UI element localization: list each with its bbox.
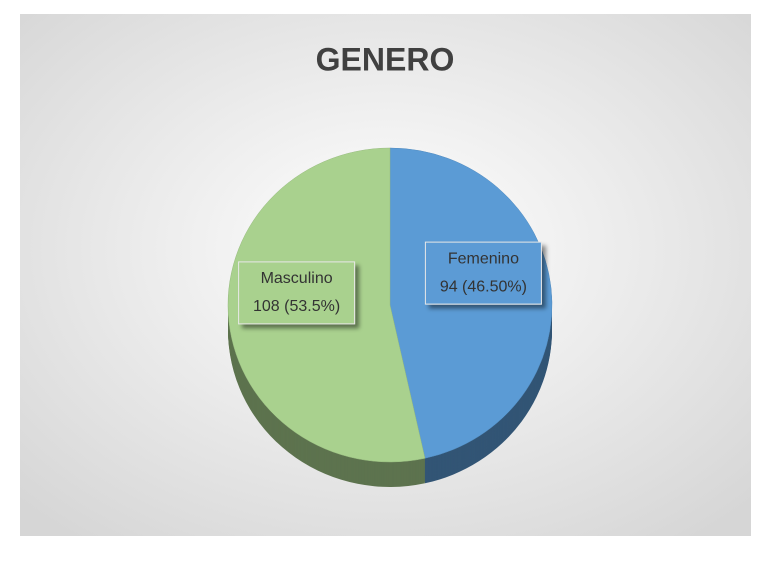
data-label-value: 108 (53.5%) xyxy=(253,298,340,315)
data-label-box xyxy=(424,241,542,305)
data-label-category: Masculino xyxy=(261,270,333,287)
data-label-value: 94 (46.50%) xyxy=(440,278,527,295)
data-label-category: Femenino xyxy=(448,250,519,267)
chart-title: GENERO xyxy=(316,41,455,77)
data-label-box xyxy=(238,261,356,325)
